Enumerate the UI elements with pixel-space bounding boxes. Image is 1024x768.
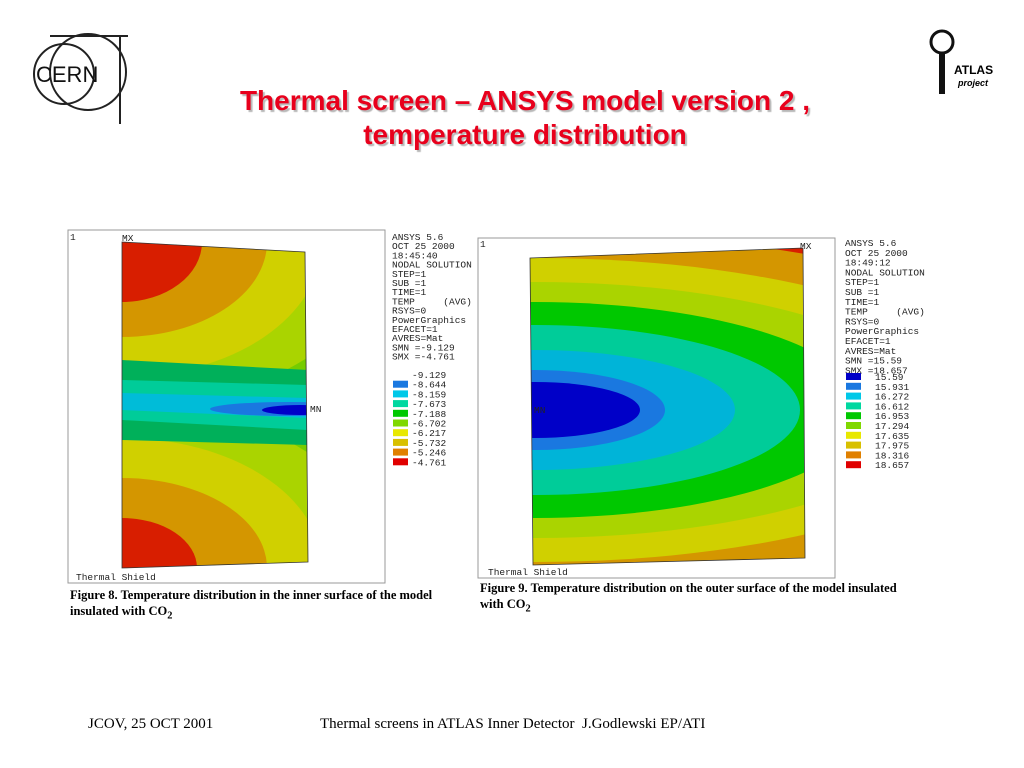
ansys-info: TEMP (AVG) [392,296,472,307]
ansys-info: AVRES=Mat [845,346,896,357]
legend-value: 15.59 [875,372,904,383]
panel-number: 1 [70,232,76,243]
caption-text: Figure 8. Temperature distribution in th… [70,588,433,618]
ansys-info: AVRES=Mat [392,333,443,344]
legend-swatch [393,409,408,417]
legend-swatch [846,431,861,439]
legend-swatch [846,392,861,400]
min-label: MN [534,405,545,416]
footer-left: JCOV, 25 OCT 2001 [88,716,214,732]
ansys-info: SMN =15.59 [845,356,902,367]
legend-swatch [846,402,861,410]
ansys-info: EFACET=1 [845,336,891,347]
ansys-info: STEP=1 [392,269,427,280]
legend-swatch [393,380,408,388]
title-line: Thermal screen – ANSYS model version 2 , [239,85,811,116]
title-line: temperature distribution [363,119,687,150]
contour-plot [122,242,308,568]
legend-value: -7.673 [412,399,447,410]
ansys-info: 18:49:12 [845,258,891,269]
legend-value: 15.931 [875,382,910,393]
ansys-info: PowerGraphics [845,326,919,337]
legend-swatch [846,373,861,380]
panel-footer: Thermal Shield [488,567,568,578]
ansys-info: NODAL SOLUTION [845,267,925,278]
title: Thermal screen – ANSYS model version 2 ,… [130,84,920,152]
ansys-info: TIME=1 [392,287,427,298]
atlas-logo: ATLAS project [929,29,993,94]
ansys-info: OCT 25 2000 [392,241,455,252]
max-label: MX [800,241,812,252]
legend-swatch [846,422,861,429]
ansys-info: PowerGraphics [392,315,466,326]
ansys-info: RSYS=0 [392,306,427,317]
legend-swatch [393,429,408,437]
legend-value: -5.732 [412,438,447,449]
atlas-text: ATLAS [954,63,993,77]
ansys-info: TEMP (AVG) [845,307,925,318]
cern-logo: CERN [33,33,128,124]
figures: CERN ATLAS project 1 MX MN Thermal Shiel… [33,29,993,584]
plate-outline [529,247,806,566]
ansys-info: SUB =1 [845,287,880,298]
panel-number: 1 [480,239,486,250]
cern-text: CERN [36,62,98,87]
min-label: MN [310,404,321,415]
legend-swatch [846,451,861,459]
legend-swatch [846,441,861,449]
legend-value: -8.644 [412,380,447,391]
max-label: MX [122,233,134,244]
legend-value: -7.188 [412,409,447,420]
legend-value: 16.612 [875,401,910,412]
legend-swatch [393,438,408,446]
legend-swatch [393,458,408,466]
ansys-info: EFACET=1 [392,324,438,335]
ansys-info: ANSYS 5.6 [392,232,444,243]
ansys-info: SMX =18.657 [845,365,908,376]
legend-swatch [393,419,408,427]
contour-plot [530,248,805,565]
ansys-info: RSYS=0 [845,316,880,327]
footer-center: Thermal screens in ATLAS Inner Detector … [320,716,706,732]
legend-value: 16.272 [875,392,910,403]
caption-subscript: 2 [167,610,173,622]
caption-text: Figure 9. Temperature distribution on th… [480,581,897,611]
legend-value: 18.316 [875,450,910,461]
ansys-info: TIME=1 [845,297,880,308]
panel-footer: Thermal Shield [76,572,156,583]
ansys-info: OCT 25 2000 [845,248,908,259]
legend-value: 16.953 [875,411,910,422]
figure-caption: Figure 8. Temperature distribution in th… [70,587,455,625]
legend-value: -4.761 [412,457,447,468]
atlas-text: project [957,78,989,88]
ansys-info: STEP=1 [845,277,880,288]
legend-swatch [846,412,861,420]
ansys-info: SMN =-9.129 [392,342,455,353]
legend-swatch [393,390,408,398]
legend-value: -6.217 [412,428,446,439]
legend-swatch [846,461,861,469]
legend-value: -5.246 [412,448,447,459]
legend-value: 17.975 [875,441,910,452]
legend-swatch [846,382,861,390]
legend-swatch [393,400,408,408]
plate-outline [121,241,309,569]
legend-swatch [393,448,408,456]
ansys-info: NODAL SOLUTION [392,260,472,271]
ansys-info: ANSYS 5.6 [845,238,897,249]
figure-caption: Figure 9. Temperature distribution on th… [480,580,910,618]
legend-value: -9.129 [412,370,447,381]
ansys-info: 18:45:40 [392,250,438,261]
legend-value: 17.635 [875,431,910,442]
ansys-info: SUB =1 [392,278,427,289]
legend-value: -6.702 [412,419,447,430]
caption-subscript: 2 [525,603,531,615]
legend-value: 17.294 [875,421,910,432]
ansys-info: SMX =-4.761 [392,352,455,363]
legend-value: 18.657 [875,460,909,471]
legend-value: -8.159 [412,389,447,400]
